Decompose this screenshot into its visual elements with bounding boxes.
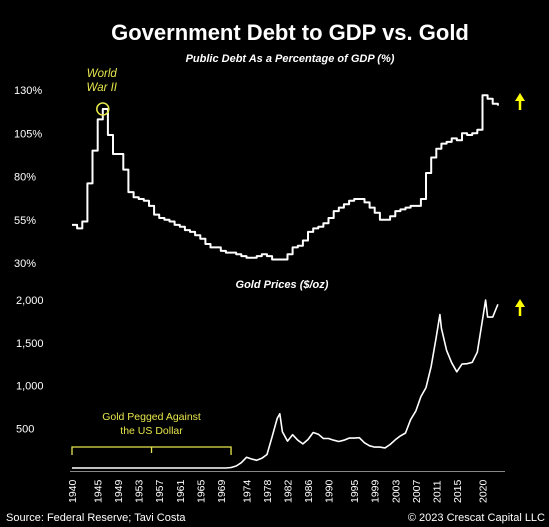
- debt-y-tick-label: 130%: [14, 85, 42, 97]
- gold-y-tick-label: 1,500: [16, 338, 44, 350]
- x-tick-label: 2007: [411, 479, 423, 503]
- gold-pegged-label: Gold Pegged Against: [102, 411, 201, 423]
- debt-y-tick-label: 80%: [14, 172, 36, 184]
- world-war-ii-annotation: World War II: [87, 68, 118, 116]
- gold-price-line: [72, 299, 499, 469]
- gold-y-tick-label: 2,000: [16, 295, 44, 307]
- x-tick-label: 1974: [241, 479, 253, 503]
- source-note: Source: Federal Reserve; Tavi Costa: [6, 512, 186, 524]
- x-tick-label: 1986: [303, 479, 315, 503]
- x-axis-year-labels: 1940 1945 1949 1953 1957 1961 1965 1969 1974 1978…: [67, 479, 489, 503]
- gold-pegged-annotation: Gold Pegged Against the US Dollar: [71, 411, 232, 455]
- x-tick-label: 1969: [216, 479, 228, 503]
- debt-chart-subtitle: Public Debt As a Percentage of GDP (%): [186, 53, 395, 65]
- chart-title: Government Debt to GDP vs. Gold: [111, 20, 469, 45]
- gold-up-arrow-icon: [515, 299, 525, 316]
- debt-y-tick-label: 30%: [14, 258, 36, 270]
- x-tick-label: 1990: [324, 479, 336, 503]
- arrow-head: [515, 93, 525, 101]
- x-tick-label: 1957: [154, 479, 166, 503]
- gold-y-tick-label: 500: [16, 423, 34, 435]
- gold-y-tick-label: 1,000: [16, 381, 44, 393]
- x-tick-label: 1982: [283, 479, 295, 503]
- x-tick-label: 2011: [431, 480, 443, 503]
- x-tick-label: 1945: [93, 479, 105, 503]
- x-tick-label: 1949: [113, 479, 125, 503]
- gold-pegged-label: the US Dollar: [120, 425, 183, 437]
- debt-y-tick-label: 55%: [14, 215, 36, 227]
- x-tick-label: 2015: [452, 479, 464, 503]
- gold-pegged-bracket: [71, 446, 232, 455]
- x-tick-label: 1940: [67, 479, 79, 503]
- x-tick-label: 1999: [370, 479, 382, 503]
- world-war-ii-marker: [96, 102, 110, 116]
- x-tick-label: 2020: [477, 479, 489, 503]
- world-war-ii-label: World: [87, 68, 118, 80]
- x-tick-label: 1978: [262, 479, 274, 503]
- debt-to-gdp-line: [72, 94, 499, 261]
- x-tick-label: 1995: [349, 479, 361, 503]
- x-tick-label: 1965: [195, 479, 207, 503]
- x-tick-label: 1953: [134, 479, 146, 503]
- debt-y-axis: 130% 105% 80% 55% 30%: [14, 85, 42, 270]
- copyright-note: © 2023 Crescat Capital LLC: [408, 512, 545, 524]
- world-war-ii-label: War II: [87, 82, 118, 94]
- x-tick-label: 1961: [175, 479, 187, 503]
- debt-y-tick-label: 105%: [14, 128, 42, 140]
- debt-up-arrow-icon: [515, 93, 525, 110]
- gold-chart-title: Gold Prices ($/oz): [236, 279, 329, 291]
- gold-y-axis: 2,000 1,500 1,000 500: [16, 295, 44, 435]
- x-tick-label: 2003: [390, 479, 402, 503]
- arrow-head: [515, 299, 525, 307]
